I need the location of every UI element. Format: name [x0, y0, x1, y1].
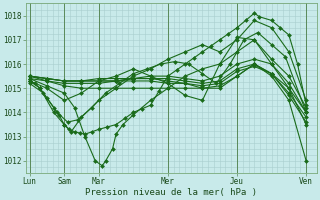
X-axis label: Pression niveau de la mer( hPa ): Pression niveau de la mer( hPa ) [85, 188, 257, 197]
